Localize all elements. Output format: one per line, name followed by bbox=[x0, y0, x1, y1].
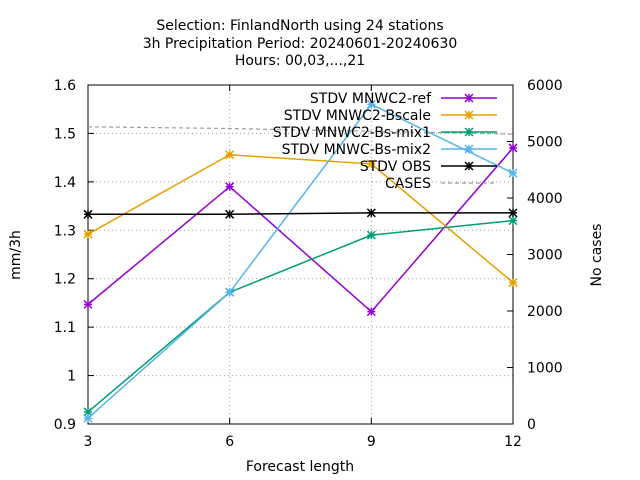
legend-label: STDV MNWC2-ref bbox=[310, 91, 432, 107]
series-2 bbox=[83, 216, 518, 417]
series-3 bbox=[83, 99, 518, 423]
data-point bbox=[225, 209, 235, 219]
data-point bbox=[366, 208, 376, 218]
series-layer bbox=[83, 99, 518, 423]
axes: 0.9 1 1.1 1.2 1.3 1.4 1.5 1.6 0 1000 2000 3000 4000 5… bbox=[54, 78, 563, 450]
chart-title-line-2: 3h Precipitation Period: 20240601-202406… bbox=[143, 36, 458, 52]
series-5 bbox=[87, 126, 514, 135]
x-tick-label: 3 bbox=[84, 434, 93, 450]
y2-axis-label: No cases bbox=[589, 224, 605, 287]
data-point bbox=[83, 413, 93, 423]
chart-title: Selection: FinlandNorth using 24 station… bbox=[143, 18, 458, 69]
series-0 bbox=[83, 143, 518, 317]
series-1 bbox=[83, 150, 518, 288]
data-point bbox=[83, 209, 93, 219]
y-tick-label: 1.2 bbox=[54, 272, 76, 288]
y2-tick-label: 4000 bbox=[527, 191, 563, 207]
y-tick-label: 1.6 bbox=[54, 78, 76, 94]
series-line bbox=[87, 219, 514, 413]
legend-label: STDV MNWC2-Bs-mix1 bbox=[273, 125, 431, 141]
x-tick-label: 12 bbox=[504, 434, 522, 450]
data-point bbox=[508, 278, 518, 288]
y-tick-label: 1.4 bbox=[54, 175, 76, 191]
data-point bbox=[508, 168, 518, 178]
data-point bbox=[464, 110, 474, 120]
data-point bbox=[508, 208, 518, 218]
chart-title-line-1: Selection: FinlandNorth using 24 station… bbox=[156, 18, 443, 34]
data-point bbox=[83, 229, 93, 239]
y2-tick-label: 1000 bbox=[527, 361, 563, 377]
x-tick-label: 9 bbox=[367, 434, 376, 450]
x-axis-label: Forecast length bbox=[246, 459, 354, 475]
data-point bbox=[464, 144, 474, 154]
data-point bbox=[464, 161, 474, 171]
series-line bbox=[88, 212, 513, 216]
data-point bbox=[464, 93, 474, 103]
y-tick-label: 0.9 bbox=[54, 417, 76, 433]
data-point bbox=[366, 159, 376, 169]
y-axis-label: mm/3h bbox=[8, 230, 24, 280]
legend-label: STDV MNWC2-Bscale bbox=[284, 108, 431, 124]
y2-tick-label: 2000 bbox=[527, 304, 563, 320]
data-point bbox=[225, 287, 235, 297]
data-point bbox=[366, 99, 376, 109]
legend-label: STDV MNWC-Bs-mix2 bbox=[282, 142, 431, 158]
data-point bbox=[464, 127, 474, 137]
y-tick-label: 1 bbox=[67, 369, 76, 385]
data-point bbox=[366, 307, 376, 317]
legend-label: STDV OBS bbox=[360, 159, 431, 175]
y2-tick-label: 6000 bbox=[527, 78, 563, 94]
grid bbox=[88, 85, 513, 424]
series-line bbox=[87, 126, 514, 135]
data-point bbox=[225, 150, 235, 160]
y-tick-label: 1.1 bbox=[54, 320, 76, 336]
y2-tick-label: 3000 bbox=[527, 248, 563, 264]
y2-tick-label: 0 bbox=[527, 417, 536, 433]
data-point bbox=[366, 230, 376, 240]
series-4 bbox=[83, 208, 518, 219]
x-tick-label: 6 bbox=[225, 434, 234, 450]
data-point bbox=[508, 143, 518, 153]
data-point bbox=[508, 216, 518, 226]
chart-title-line-3: Hours: 00,03,...,21 bbox=[235, 53, 365, 69]
series-line bbox=[87, 153, 514, 284]
y-tick-label: 1.5 bbox=[54, 126, 76, 142]
legend-label: CASES bbox=[385, 176, 431, 192]
y-tick-label: 1.3 bbox=[54, 223, 76, 239]
series-line bbox=[87, 147, 514, 313]
series-line bbox=[87, 103, 514, 419]
data-point bbox=[225, 182, 235, 192]
y2-tick-label: 5000 bbox=[527, 135, 563, 151]
data-point bbox=[83, 299, 93, 309]
